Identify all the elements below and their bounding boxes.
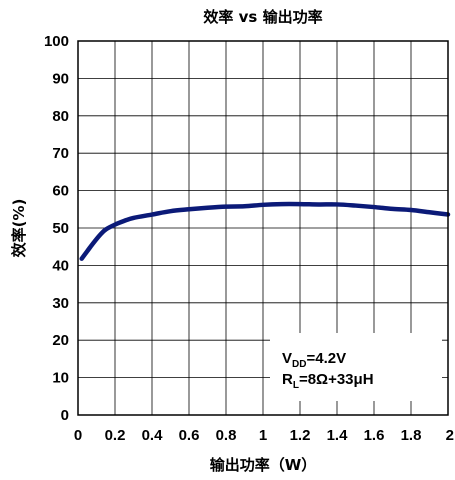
x-tick-label: 1.6 (364, 427, 385, 444)
chart-title: 效率 vs 输出功率 (203, 8, 322, 26)
x-tick-label: 1.4 (327, 427, 349, 444)
x-tick-label: 1.8 (401, 427, 422, 444)
x-axis-label: 输出功率（W） (210, 456, 317, 474)
y-tick-label: 0 (61, 407, 69, 424)
y-tick-label: 20 (52, 332, 69, 349)
x-tick-labels: 0 0.2 0.4 0.6 0.8 1 1.2 1.4 1.6 1.8 2 (74, 427, 454, 444)
y-tick-label: 70 (52, 145, 69, 162)
y-tick-label: 30 (52, 295, 69, 312)
x-tick-label: 2 (446, 427, 454, 444)
x-tick-label: 0.6 (179, 427, 200, 444)
plot-frame (77, 40, 449, 416)
x-tick-label: 1 (259, 427, 267, 444)
y-tick-label: 50 (52, 220, 69, 237)
y-tick-label: 10 (52, 370, 69, 387)
x-tick-label: 1.2 (290, 427, 311, 444)
annotation-load: RL=8Ω+33μH (282, 371, 374, 391)
y-tick-label: 90 (52, 70, 69, 87)
annotation-box (270, 333, 442, 401)
y-tick-label: 60 (52, 183, 69, 200)
efficiency-curve (79, 201, 451, 261)
x-tick-label: 0.8 (216, 427, 237, 444)
x-tick-label: 0 (74, 427, 82, 444)
x-tick-label: 0.2 (105, 427, 126, 444)
y-axis-label: 效率(%) (10, 199, 28, 258)
y-tick-labels: 0 10 20 30 40 50 60 70 80 90 100 (44, 33, 69, 424)
series-layer (79, 201, 451, 261)
x-tick-label: 0.4 (142, 427, 164, 444)
annotation-supply-voltage: VDD=4.2V (282, 350, 346, 370)
y-tick-label: 80 (52, 108, 69, 125)
y-tick-label: 100 (44, 33, 69, 50)
y-tick-label: 40 (52, 257, 69, 274)
